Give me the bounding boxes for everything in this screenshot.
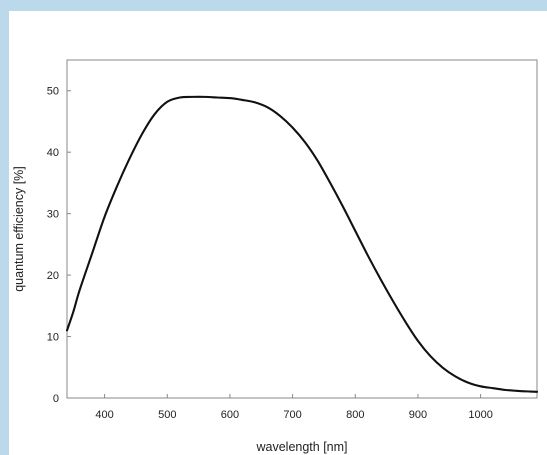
quantum-efficiency-line <box>65 95 539 393</box>
x-axis-title: wavelength [nm] <box>255 440 347 454</box>
y-tick-label: 40 <box>47 147 59 159</box>
y-tick-label: 50 <box>47 86 59 98</box>
x-axis-ticks: 400 500 600 700 800 900 1000 <box>95 394 493 421</box>
y-tick-label: 0 <box>53 393 59 405</box>
y-tick-label: 20 <box>47 270 59 282</box>
x-tick-label: 700 <box>283 409 301 421</box>
x-tick-label: 500 <box>158 409 176 421</box>
x-tick-label: 1000 <box>468 409 492 421</box>
plot-frame <box>66 59 538 399</box>
x-tick-label: 400 <box>95 409 113 421</box>
x-tick-label: 800 <box>346 409 364 421</box>
y-tick-label: 30 <box>47 209 59 221</box>
y-axis-title: quantum efficiency [%] <box>12 166 26 292</box>
quantum-efficiency-chart: 400 500 600 700 800 900 1000 0 10 20 30 40 50 wavel… <box>12 59 539 454</box>
chart-panel: 400 500 600 700 800 900 1000 0 10 20 30 40 50 wavel… <box>9 11 547 455</box>
x-tick-label: 600 <box>221 409 239 421</box>
y-tick-label: 10 <box>47 332 59 344</box>
x-tick-label: 900 <box>409 409 427 421</box>
y-axis-ticks: 0 10 20 30 40 50 <box>47 86 71 405</box>
